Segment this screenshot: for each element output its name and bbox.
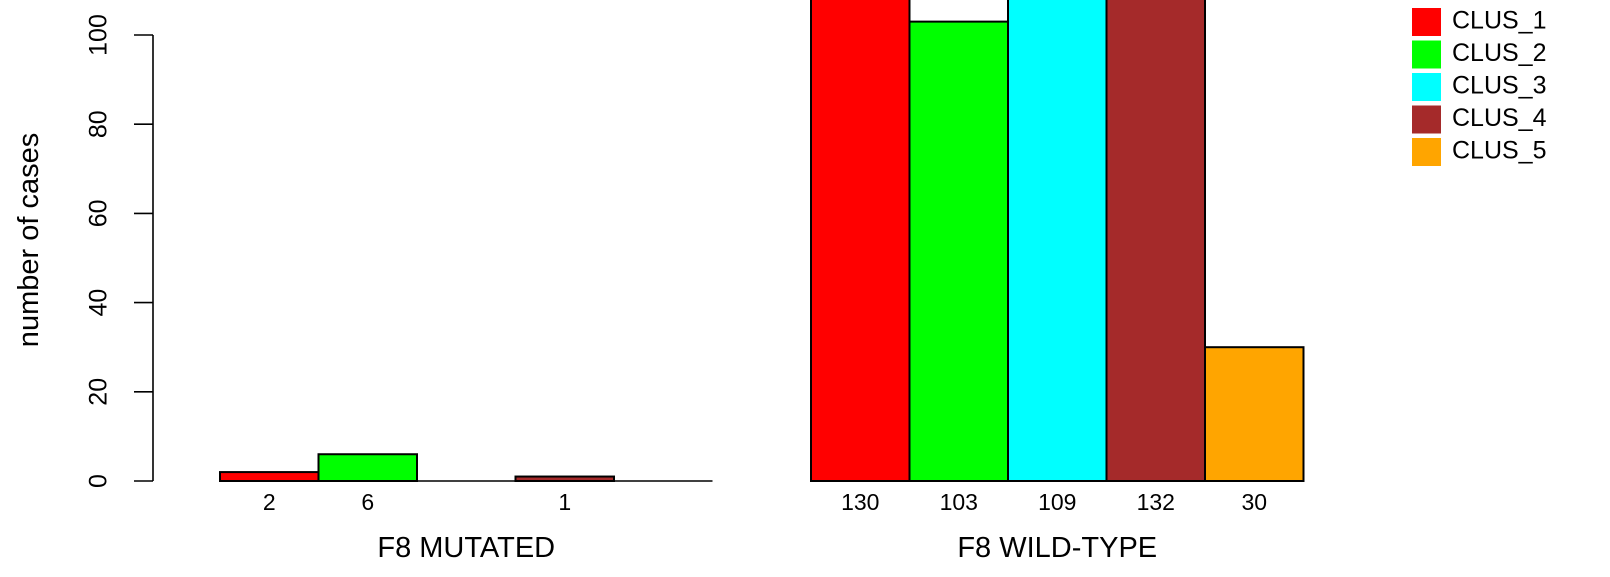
bar-value-label: 6 [361,489,374,515]
bar-clus-1 [810,0,911,482]
bar-group: 2 6 1F8 MUTATED [219,453,713,564]
legend-item: CLUS_3 [1412,72,1547,101]
legend-item: CLUS_1 [1412,7,1547,36]
y-tick-label: 40 [85,289,113,317]
bar-value-label: 132 [1137,489,1175,515]
bar-value-label: 30 [1241,489,1267,515]
legend-swatch [1412,40,1441,69]
bar-clus-1 [219,471,320,482]
legend-label: CLUS_4 [1452,104,1547,132]
bar-value-label: 1 [558,489,571,515]
bar-clus-3 [1007,0,1108,483]
y-tick-label: 60 [85,199,113,227]
legend-label: CLUS_1 [1452,7,1547,35]
y-tick-label: 20 [85,378,113,406]
group-label: F8 MUTATED [377,532,555,564]
y-tick-label: 80 [85,110,113,138]
bar-value-label: 130 [841,489,879,515]
legend-item: CLUS_4 [1412,104,1547,134]
bar-value-label: 103 [940,489,978,515]
legend-swatch [1412,105,1441,134]
y-tick-label: 100 [85,14,113,56]
bar-group: 130 103 109 132 30 F8 WILD-TYPE [810,0,1305,564]
bar-clus-5 [1204,346,1305,483]
legend-label: CLUS_3 [1452,72,1547,100]
bar-clus-4 [1105,0,1206,482]
y-axis-label: number of cases [13,133,45,347]
bar-clus-4 [514,475,615,483]
legend: CLUS_1 CLUS_2 CLUS_3 CLUS_4 CLUS_5 [1412,7,1547,166]
legend-swatch [1412,138,1441,166]
bar-value-label: 2 [263,489,276,515]
legend-swatch [1412,73,1441,101]
group-label: F8 WILD-TYPE [957,532,1157,564]
legend-swatch [1412,8,1441,36]
legend-item: CLUS_2 [1412,39,1547,69]
y-axis: 0 20 40 60 80 100 [85,14,154,488]
bar-groups: 2 6 1F8 MUTATED 130 103 109 132 30 F8 WILD-TYPE [219,0,1305,564]
y-tick-label: 0 [85,474,113,488]
bar-clus-2 [317,453,418,482]
legend-label: CLUS_5 [1452,137,1547,165]
bar-clus-2 [908,20,1009,483]
bar-value-label: 109 [1038,489,1076,515]
legend-label: CLUS_2 [1452,39,1547,67]
legend-item: CLUS_5 [1412,137,1547,166]
